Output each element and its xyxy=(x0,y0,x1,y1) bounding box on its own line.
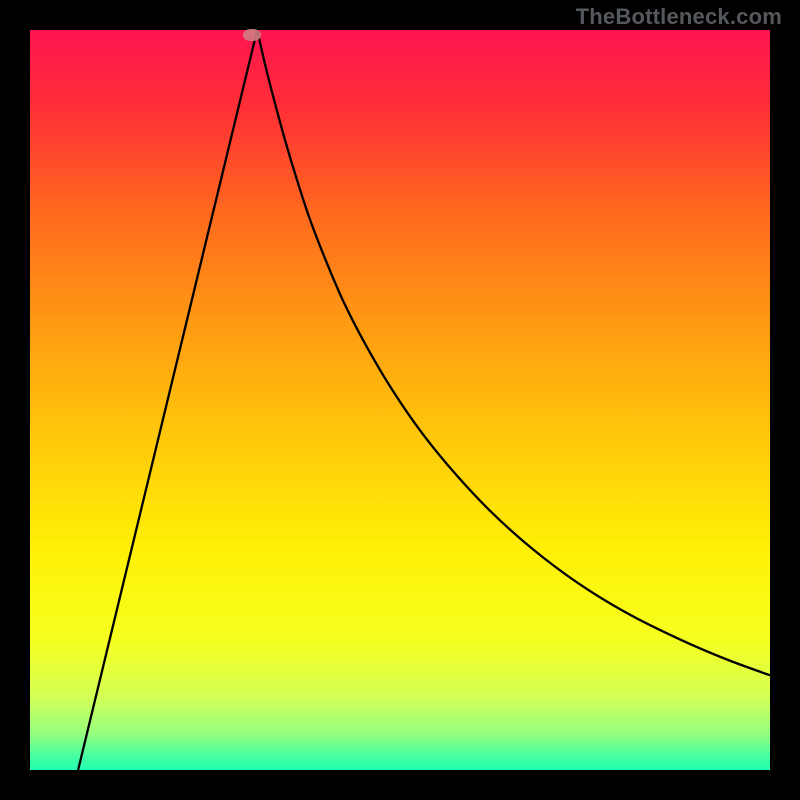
plot-area xyxy=(30,30,770,770)
bottleneck-curve xyxy=(30,30,770,770)
chart-frame: TheBottleneck.com xyxy=(0,0,800,800)
minimum-marker xyxy=(243,29,261,41)
watermark-text: TheBottleneck.com xyxy=(576,4,782,30)
